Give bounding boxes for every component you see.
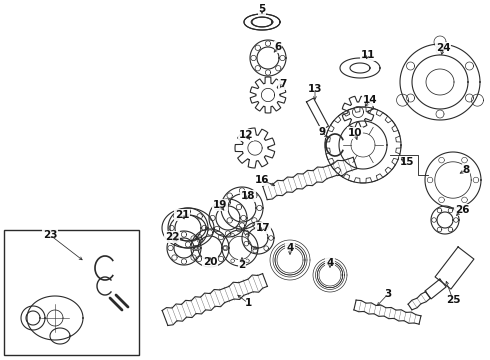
Text: 7: 7 xyxy=(279,79,287,89)
Text: 9: 9 xyxy=(318,127,325,137)
Text: 6: 6 xyxy=(274,42,282,52)
Text: 5: 5 xyxy=(258,4,266,14)
Text: 16: 16 xyxy=(255,175,269,185)
Text: 8: 8 xyxy=(463,165,469,175)
Text: 20: 20 xyxy=(203,257,217,267)
Text: 23: 23 xyxy=(43,230,57,240)
Text: 10: 10 xyxy=(348,128,362,138)
Text: 22: 22 xyxy=(165,232,179,242)
Text: 2: 2 xyxy=(238,260,245,270)
Text: 13: 13 xyxy=(308,84,322,94)
Text: 4: 4 xyxy=(326,258,334,268)
Text: 4: 4 xyxy=(286,243,294,253)
Text: 19: 19 xyxy=(213,200,227,210)
Text: 18: 18 xyxy=(241,191,255,201)
Text: 24: 24 xyxy=(436,43,450,53)
Text: 3: 3 xyxy=(384,289,392,299)
Text: 1: 1 xyxy=(245,298,252,308)
Text: 12: 12 xyxy=(239,130,253,140)
Text: 25: 25 xyxy=(446,295,460,305)
Text: 14: 14 xyxy=(363,95,377,105)
Bar xyxy=(4,230,139,355)
Text: 15: 15 xyxy=(400,157,414,167)
Text: 17: 17 xyxy=(256,223,270,233)
Text: 21: 21 xyxy=(175,210,189,220)
Text: 26: 26 xyxy=(455,205,469,215)
Text: 11: 11 xyxy=(361,50,375,60)
